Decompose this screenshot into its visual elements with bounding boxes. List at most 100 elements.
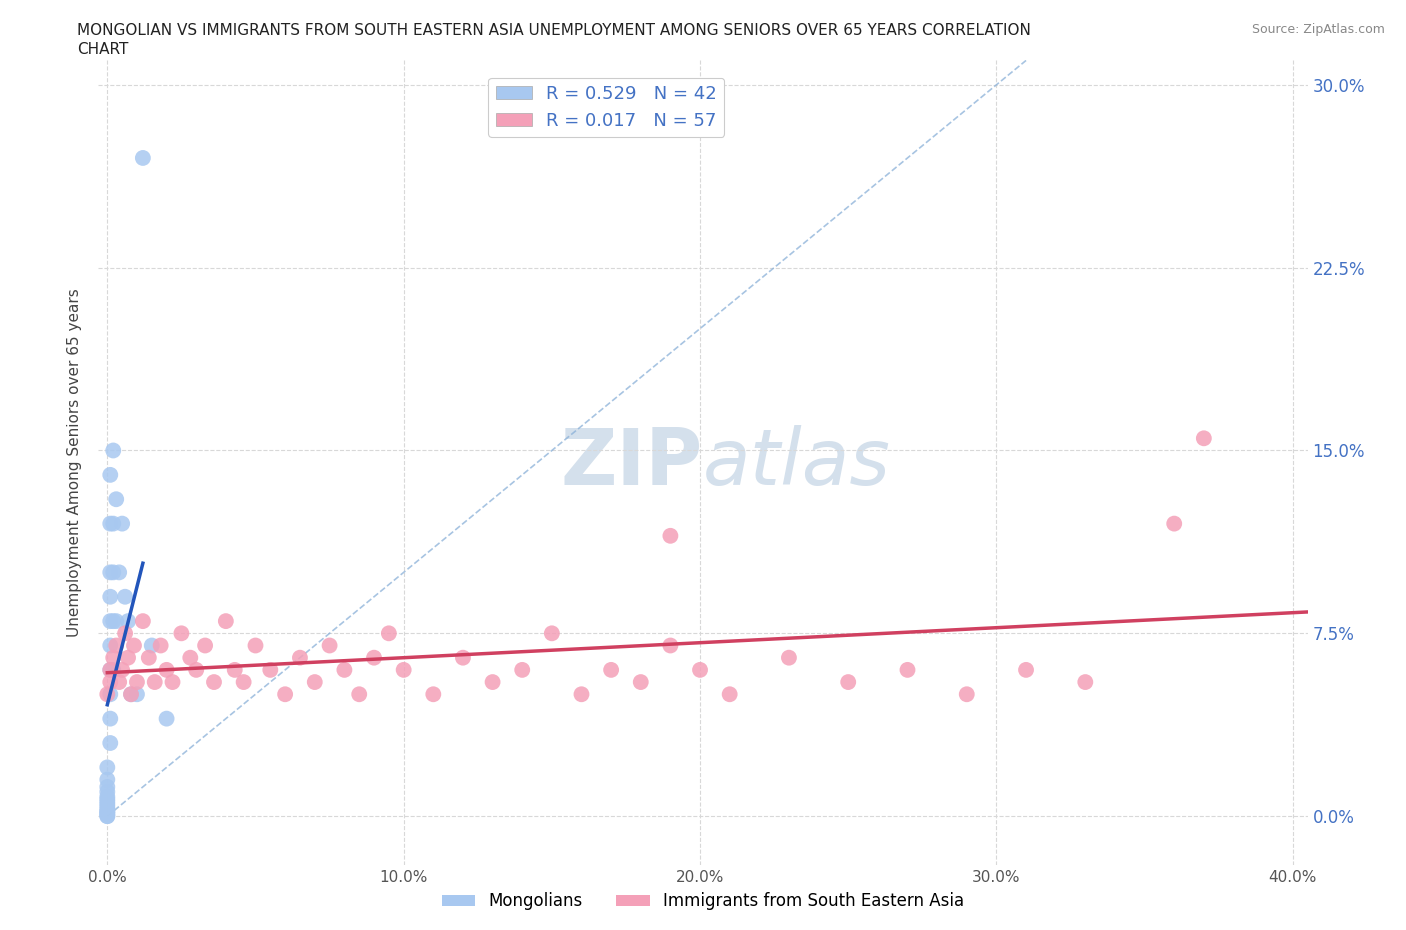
Point: [132, 151, 155, 166]
Point: [98, 516, 121, 531]
Point: [481, 674, 503, 689]
Point: [392, 662, 415, 677]
Point: [1163, 516, 1185, 531]
Point: [98, 614, 121, 629]
Point: [96, 796, 118, 811]
Point: [122, 638, 145, 653]
Point: [378, 626, 401, 641]
Point: [103, 662, 125, 677]
Point: [186, 662, 208, 677]
Point: [105, 638, 128, 653]
Point: [1192, 431, 1215, 445]
Point: [96, 804, 118, 818]
Point: [571, 687, 593, 702]
Point: [103, 443, 125, 458]
Point: [149, 638, 172, 653]
Point: [837, 674, 859, 689]
Text: MONGOLIAN VS IMMIGRANTS FROM SOUTH EASTERN ASIA UNEMPLOYMENT AMONG SENIORS OVER : MONGOLIAN VS IMMIGRANTS FROM SOUTH EASTE…: [77, 23, 1031, 38]
Point: [363, 650, 385, 665]
Point: [232, 674, 254, 689]
Point: [659, 638, 682, 653]
Point: [630, 674, 652, 689]
Point: [179, 650, 201, 665]
Point: [451, 650, 474, 665]
Point: [96, 779, 118, 794]
Point: [103, 516, 125, 531]
Point: [96, 809, 118, 824]
Point: [98, 687, 121, 702]
Point: [98, 590, 121, 604]
Point: [1015, 662, 1038, 677]
Point: [215, 614, 238, 629]
Text: Source: ZipAtlas.com: Source: ZipAtlas.com: [1251, 23, 1385, 36]
Point: [111, 516, 134, 531]
Point: [333, 662, 356, 677]
Point: [1074, 674, 1097, 689]
Point: [98, 711, 121, 726]
Point: [96, 791, 118, 806]
Point: [105, 614, 128, 629]
Point: [96, 784, 118, 799]
Point: [141, 638, 163, 653]
Point: [956, 687, 979, 702]
Point: [98, 565, 121, 579]
Point: [103, 565, 125, 579]
Point: [96, 806, 118, 821]
Point: [540, 626, 562, 641]
Point: [138, 650, 160, 665]
Point: [98, 468, 121, 483]
Point: [105, 492, 128, 507]
Point: [98, 674, 121, 689]
Legend: R = 0.529   N = 42, R = 0.017   N = 57: R = 0.529 N = 42, R = 0.017 N = 57: [488, 77, 724, 137]
Point: [224, 662, 246, 677]
Point: [108, 674, 131, 689]
Point: [194, 638, 217, 653]
Point: [132, 614, 155, 629]
Point: [510, 662, 533, 677]
Point: [98, 638, 121, 653]
Point: [259, 662, 281, 677]
Y-axis label: Unemployment Among Seniors over 65 years: Unemployment Among Seniors over 65 years: [67, 288, 83, 637]
Point: [422, 687, 444, 702]
Point: [318, 638, 340, 653]
Point: [718, 687, 741, 702]
Text: ZIP: ZIP: [561, 425, 703, 500]
Point: [659, 528, 682, 543]
Point: [896, 662, 918, 677]
Point: [347, 687, 370, 702]
Point: [96, 799, 118, 814]
Legend: Mongolians, Immigrants from South Eastern Asia: Mongolians, Immigrants from South Easter…: [436, 885, 970, 917]
Point: [96, 806, 118, 821]
Point: [245, 638, 267, 653]
Point: [96, 772, 118, 787]
Point: [274, 687, 297, 702]
Point: [125, 687, 148, 702]
Point: [125, 674, 148, 689]
Point: [155, 662, 177, 677]
Point: [96, 687, 118, 702]
Point: [600, 662, 623, 677]
Point: [114, 626, 136, 641]
Point: [117, 650, 139, 665]
Point: [96, 794, 118, 809]
Point: [96, 790, 118, 804]
Point: [304, 674, 326, 689]
Point: [96, 760, 118, 775]
Point: [689, 662, 711, 677]
Point: [98, 662, 121, 677]
Point: [143, 674, 166, 689]
Point: [778, 650, 800, 665]
Point: [120, 687, 142, 702]
Point: [108, 565, 131, 579]
Point: [202, 674, 225, 689]
Point: [96, 804, 118, 818]
Point: [103, 650, 125, 665]
Point: [162, 674, 184, 689]
Point: [96, 802, 118, 817]
Text: atlas: atlas: [703, 425, 891, 500]
Point: [111, 662, 134, 677]
Point: [96, 809, 118, 824]
Point: [98, 662, 121, 677]
Point: [288, 650, 311, 665]
Point: [155, 711, 177, 726]
